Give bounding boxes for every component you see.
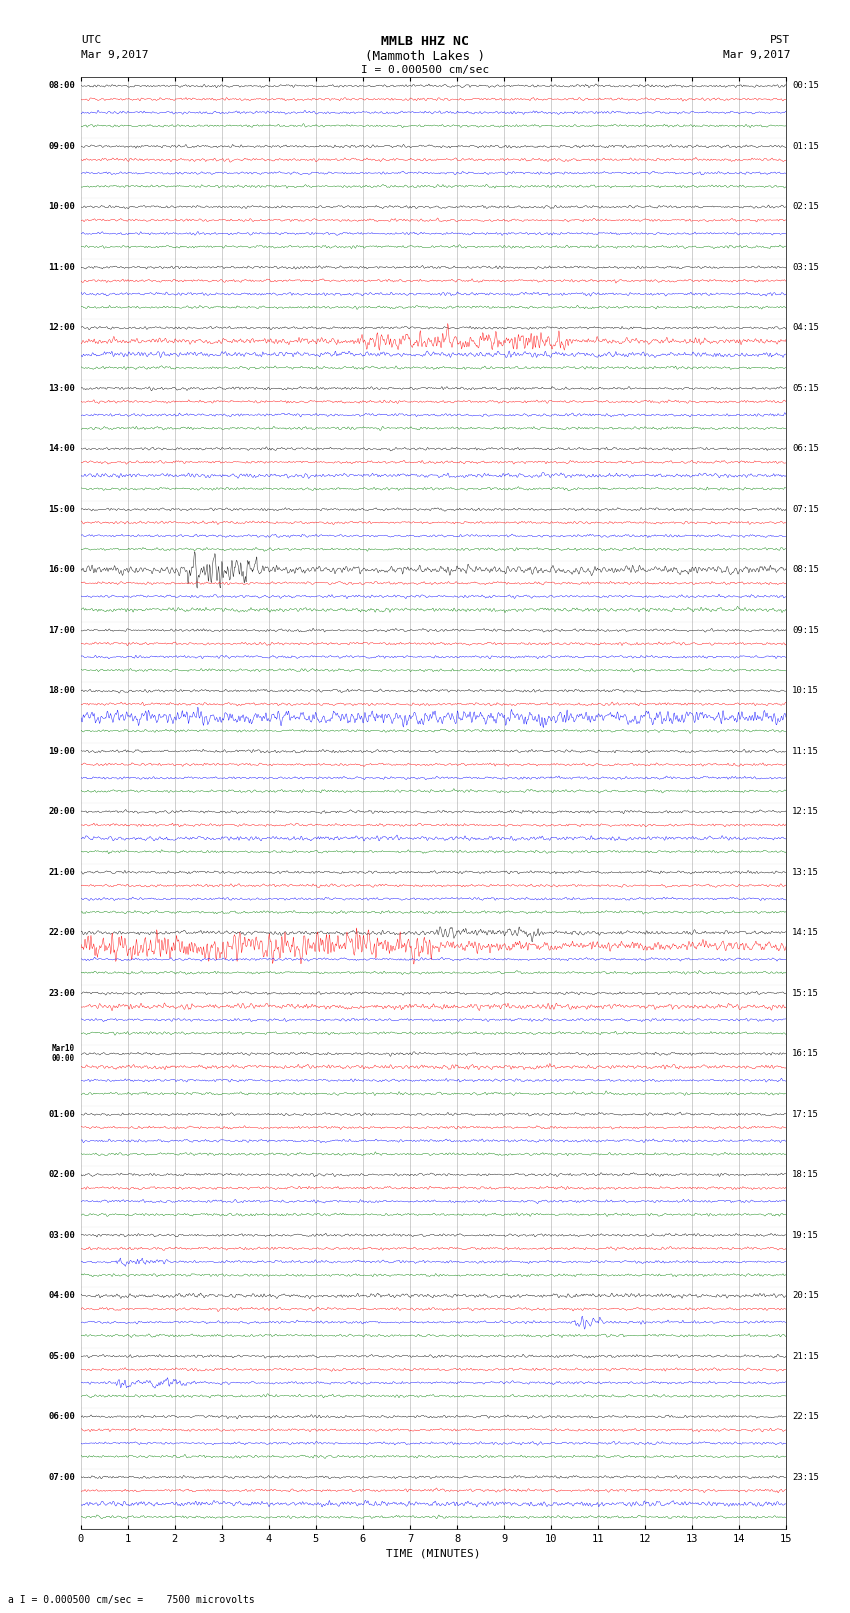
Text: 05:00: 05:00 [48,1352,75,1361]
Text: 19:15: 19:15 [792,1231,819,1240]
Text: 00:00: 00:00 [52,1053,75,1063]
Text: 16:00: 16:00 [48,565,75,574]
Text: 11:15: 11:15 [792,747,819,756]
Text: 12:15: 12:15 [792,806,819,816]
Text: 15:15: 15:15 [792,989,819,998]
Text: 07:15: 07:15 [792,505,819,515]
Text: 22:00: 22:00 [48,927,75,937]
Text: 20:15: 20:15 [792,1290,819,1300]
Text: 01:00: 01:00 [48,1110,75,1119]
Text: PST: PST [770,35,790,45]
Text: 00:15: 00:15 [792,81,819,90]
Text: 15:00: 15:00 [48,505,75,515]
Text: 02:15: 02:15 [792,202,819,211]
Text: 01:15: 01:15 [792,142,819,152]
Text: Mar 9,2017: Mar 9,2017 [81,50,148,60]
Text: 07:00: 07:00 [48,1473,75,1482]
Text: 09:00: 09:00 [48,142,75,152]
Text: Mar10: Mar10 [52,1044,75,1053]
Text: 19:00: 19:00 [48,747,75,756]
Text: 13:15: 13:15 [792,868,819,877]
Text: 23:00: 23:00 [48,989,75,998]
Text: 03:00: 03:00 [48,1231,75,1240]
Text: 04:15: 04:15 [792,323,819,332]
Text: 10:15: 10:15 [792,686,819,695]
Text: 23:15: 23:15 [792,1473,819,1482]
Text: 08:15: 08:15 [792,565,819,574]
Text: 04:00: 04:00 [48,1290,75,1300]
Text: I = 0.000500 cm/sec: I = 0.000500 cm/sec [361,65,489,74]
Text: 16:15: 16:15 [792,1048,819,1058]
Text: 13:00: 13:00 [48,384,75,394]
X-axis label: TIME (MINUTES): TIME (MINUTES) [386,1548,481,1558]
Text: 02:00: 02:00 [48,1169,75,1179]
Text: 18:15: 18:15 [792,1169,819,1179]
Text: 17:15: 17:15 [792,1110,819,1119]
Text: 18:00: 18:00 [48,686,75,695]
Text: 06:00: 06:00 [48,1411,75,1421]
Text: Mar 9,2017: Mar 9,2017 [723,50,791,60]
Text: 17:00: 17:00 [48,626,75,636]
Text: MMLB HHZ NC: MMLB HHZ NC [381,35,469,48]
Text: 14:15: 14:15 [792,927,819,937]
Text: UTC: UTC [81,35,101,45]
Text: 10:00: 10:00 [48,202,75,211]
Text: 20:00: 20:00 [48,806,75,816]
Text: 05:15: 05:15 [792,384,819,394]
Text: 14:00: 14:00 [48,444,75,453]
Text: a I = 0.000500 cm/sec =    7500 microvolts: a I = 0.000500 cm/sec = 7500 microvolts [8,1595,255,1605]
Text: 03:15: 03:15 [792,263,819,273]
Text: 22:15: 22:15 [792,1411,819,1421]
Text: 06:15: 06:15 [792,444,819,453]
Text: (Mammoth Lakes ): (Mammoth Lakes ) [365,50,485,63]
Text: 21:00: 21:00 [48,868,75,877]
Text: 08:00: 08:00 [48,81,75,90]
Text: 21:15: 21:15 [792,1352,819,1361]
Text: 09:15: 09:15 [792,626,819,636]
Text: 12:00: 12:00 [48,323,75,332]
Text: 11:00: 11:00 [48,263,75,273]
